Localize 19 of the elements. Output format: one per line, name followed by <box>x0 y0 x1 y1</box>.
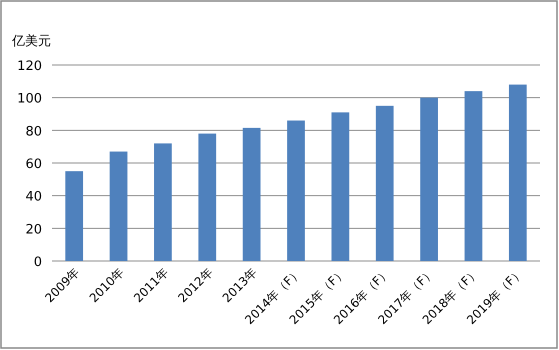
y-axis-title: 亿美元 <box>11 33 51 49</box>
y-tick-label: 80 <box>25 124 42 140</box>
bar <box>198 134 216 261</box>
y-tick-label: 0 <box>34 255 42 270</box>
bar <box>376 106 394 261</box>
y-tick-label: 60 <box>25 157 42 172</box>
bar <box>331 112 350 261</box>
y-tick-label: 20 <box>25 222 42 238</box>
bar <box>464 91 482 261</box>
bar <box>242 128 261 261</box>
bar <box>287 120 305 261</box>
bar <box>154 143 172 261</box>
y-tick-label: 100 <box>17 92 42 107</box>
y-tick-label: 120 <box>17 59 42 74</box>
bar <box>65 171 84 261</box>
bar <box>420 98 438 261</box>
bar <box>110 152 128 261</box>
bar <box>508 84 527 261</box>
y-tick-label: 40 <box>25 190 42 205</box>
